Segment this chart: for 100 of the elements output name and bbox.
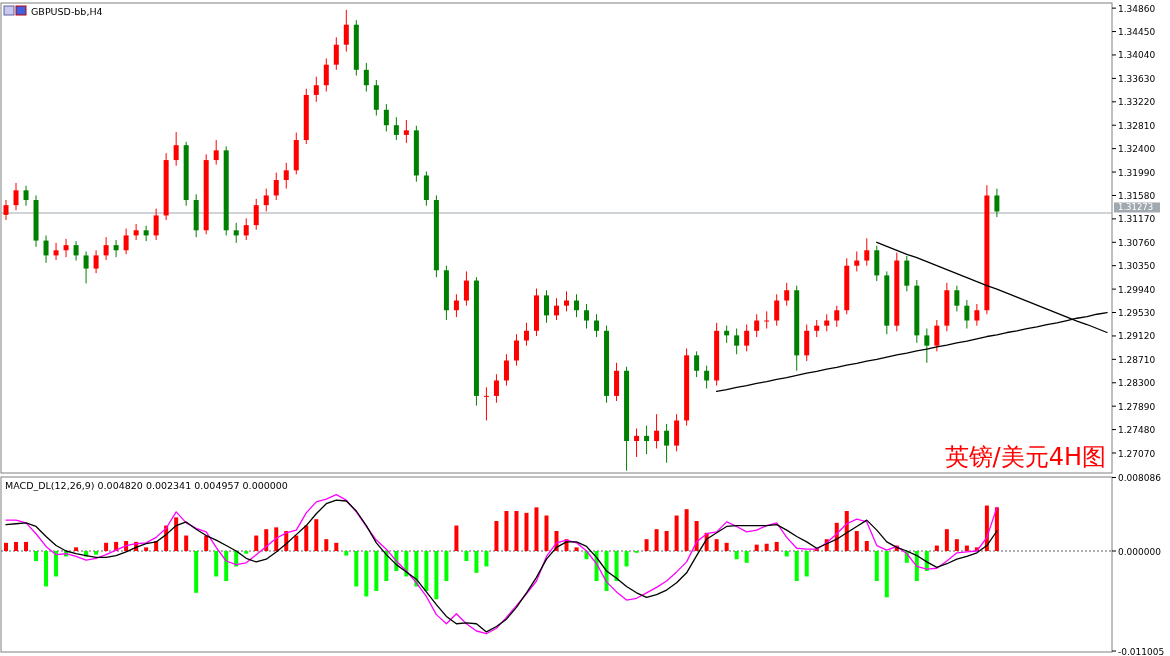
y-tick-label: 1.30760 <box>1118 237 1156 248</box>
bar <box>104 542 109 551</box>
bar <box>294 535 299 551</box>
y-tick-label: 1.31580 <box>1118 190 1156 201</box>
candlestick <box>554 297 559 321</box>
candlestick <box>664 423 670 464</box>
candlestick <box>513 333 519 367</box>
bar <box>614 551 619 581</box>
y-tick-label: 1.33630 <box>1118 73 1156 84</box>
y-tick-label: 1.29120 <box>1118 331 1156 342</box>
candlestick <box>924 328 930 364</box>
bar <box>44 551 49 587</box>
bar <box>764 543 769 551</box>
bar <box>574 547 579 551</box>
y-tick-label: 1.28710 <box>1118 354 1156 365</box>
bar <box>514 511 519 551</box>
bar <box>194 551 199 593</box>
bar <box>54 551 59 577</box>
candlestick <box>83 250 89 284</box>
candlestick <box>854 250 860 272</box>
candlestick <box>523 322 529 347</box>
bar <box>854 531 859 551</box>
bar <box>484 551 489 567</box>
bar <box>744 551 749 563</box>
candlestick <box>3 199 9 221</box>
candlestick <box>463 270 469 307</box>
bar <box>994 507 999 551</box>
y-tick-label: 1.32810 <box>1118 120 1156 131</box>
y-tick-label: -0.011005 <box>1118 646 1165 656</box>
bar <box>94 551 99 555</box>
bar <box>474 551 479 573</box>
candlestick <box>243 217 249 241</box>
candlestick <box>233 222 239 244</box>
candlestick <box>133 223 139 241</box>
candlestick <box>323 57 329 93</box>
bar <box>144 547 149 551</box>
bar <box>644 539 649 551</box>
candlestick <box>744 324 750 352</box>
y-tick-label: 1.30350 <box>1118 261 1156 272</box>
bar <box>264 529 269 551</box>
bar <box>324 539 329 551</box>
candlestick <box>994 188 1000 218</box>
candlestick <box>734 328 740 355</box>
candlestick <box>23 185 29 207</box>
bar <box>964 545 969 551</box>
candlestick <box>483 386 489 421</box>
y-tick-label: 1.34860 <box>1118 3 1156 14</box>
bar <box>544 515 549 551</box>
bar <box>384 551 389 581</box>
bar <box>794 551 799 581</box>
candlestick <box>343 9 349 53</box>
bar <box>624 551 629 567</box>
y-tick-label: 0.008086 <box>1118 472 1162 483</box>
y-tick-label: 1.34040 <box>1118 50 1156 61</box>
candlestick <box>263 188 269 212</box>
bar <box>344 551 349 556</box>
candlestick <box>53 242 59 261</box>
bar <box>684 509 689 551</box>
y-tick-label: 1.29940 <box>1118 284 1156 295</box>
bar <box>884 551 889 598</box>
y-tick-label: 1.28300 <box>1118 378 1156 389</box>
candlestick <box>393 116 399 141</box>
y-tick-label: 1.27070 <box>1118 448 1156 459</box>
candlestick <box>503 353 509 387</box>
bar <box>214 551 219 577</box>
candlestick <box>764 310 770 330</box>
bar <box>254 535 259 551</box>
candlestick <box>774 293 780 327</box>
candlestick <box>784 282 790 307</box>
candlestick <box>974 303 980 327</box>
bar <box>24 541 29 551</box>
bar <box>4 542 8 551</box>
bar <box>14 541 19 551</box>
bar <box>864 541 869 551</box>
bar <box>454 525 459 551</box>
bar <box>784 551 789 557</box>
y-tick-label: 1.29530 <box>1118 308 1156 319</box>
candlestick <box>253 198 259 231</box>
y-tick-label: 1.27890 <box>1118 401 1156 412</box>
candlestick <box>123 228 129 255</box>
candlestick <box>594 313 600 338</box>
candlestick <box>113 239 119 258</box>
bar <box>934 545 939 551</box>
bar <box>314 519 319 551</box>
bar <box>224 551 229 581</box>
bar <box>174 517 179 551</box>
candlestick <box>43 234 49 264</box>
chart-title: MACD_DL(12,26,9) 0.004820 0.002341 0.004957 0.000000 <box>5 480 288 491</box>
bar <box>524 512 529 551</box>
candlestick <box>834 305 840 328</box>
y-tick-label: 1.32400 <box>1118 144 1156 155</box>
bar <box>754 544 759 551</box>
bar <box>654 529 659 551</box>
candlestick <box>283 162 289 190</box>
bar <box>724 542 729 551</box>
bar <box>734 551 739 560</box>
bar <box>874 551 879 581</box>
candlestick <box>403 119 409 144</box>
candlestick <box>934 319 940 352</box>
bar <box>944 529 949 551</box>
